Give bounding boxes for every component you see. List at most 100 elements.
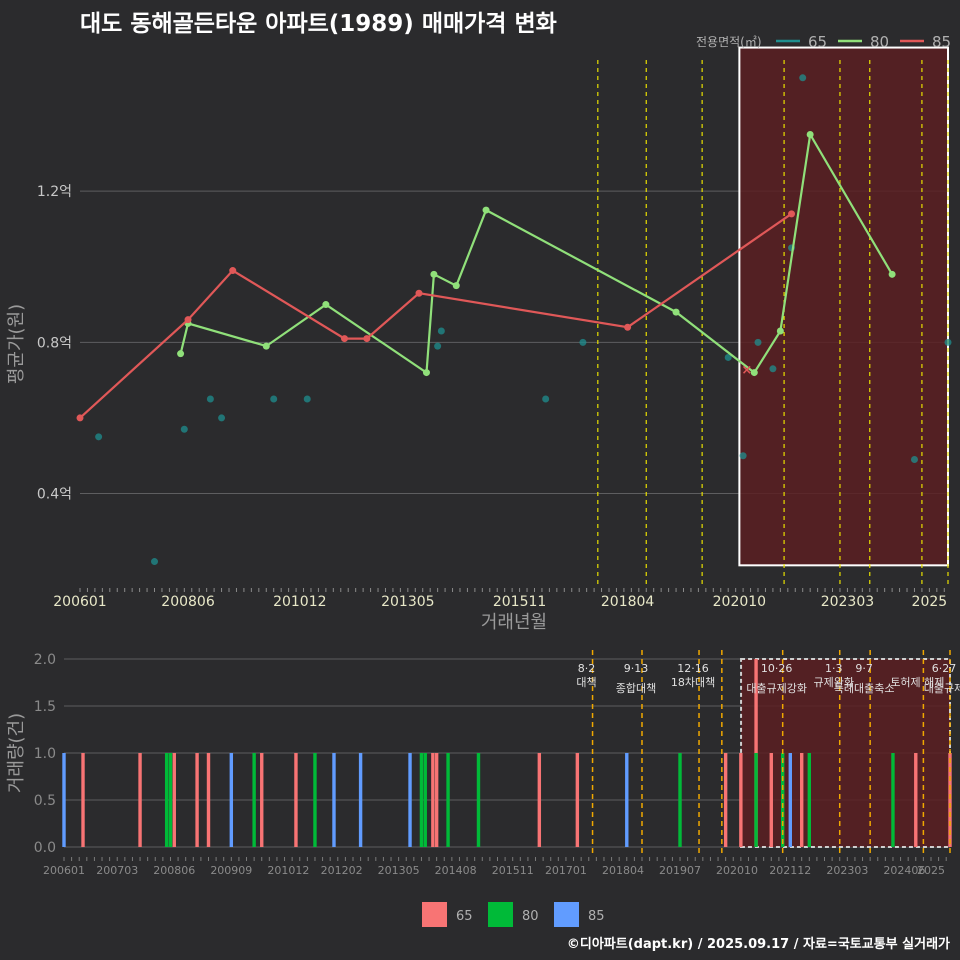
data-point-65 bbox=[270, 395, 278, 403]
legend-swatch-85 bbox=[554, 902, 579, 927]
x-tick-label: 201305 bbox=[381, 594, 434, 610]
x-tick-label: 201202 bbox=[321, 864, 363, 877]
bar-65 bbox=[206, 753, 211, 847]
bar-65 bbox=[138, 753, 142, 847]
data-point-85 bbox=[184, 316, 192, 324]
data-point-85 bbox=[788, 210, 796, 218]
y-axis-title: 평균가(원) bbox=[6, 304, 27, 384]
x-tick-label: 202010 bbox=[713, 594, 766, 610]
x-tick-label: 202112 bbox=[769, 864, 811, 877]
y-tick-label: 0.8억 bbox=[37, 335, 72, 351]
price-line-chart: 0.4억 0.8억 1.2억 × 200601 200806 201012 201305 201… bbox=[6, 33, 952, 633]
x-tick-label: 200601 bbox=[43, 864, 85, 877]
data-point-85 bbox=[624, 323, 632, 331]
bar-65 bbox=[172, 753, 176, 847]
x-tick-label: 201907 bbox=[659, 864, 701, 877]
bar-65 bbox=[195, 753, 199, 847]
y-axis-title: 거래량(건) bbox=[6, 713, 27, 793]
data-point-65 bbox=[724, 353, 732, 361]
annotation-label: 대책 bbox=[576, 676, 596, 689]
bar-65 bbox=[81, 753, 85, 847]
data-point-85 bbox=[229, 267, 237, 275]
bar-85 bbox=[332, 753, 336, 847]
bar-85 bbox=[358, 753, 363, 847]
data-point-65 bbox=[754, 338, 762, 346]
x-tick-label: 2025 bbox=[912, 594, 948, 610]
chart-title: 대도 동해골든타운 아파트(1989) 매매가격 변화 bbox=[80, 11, 557, 37]
data-point-65 bbox=[218, 414, 226, 422]
data-point-65 bbox=[769, 365, 777, 373]
bar-80 bbox=[754, 753, 758, 847]
bar-65 bbox=[723, 753, 728, 847]
bar-65 bbox=[575, 753, 580, 847]
x-tick-label: 201305 bbox=[378, 864, 420, 877]
x-tick-label: 202303 bbox=[821, 594, 874, 610]
y-tick-label: 0.4억 bbox=[37, 487, 72, 503]
bar-65 bbox=[799, 753, 804, 847]
x-tick-label: 200703 bbox=[96, 864, 138, 877]
bar-85 bbox=[408, 753, 412, 847]
x-tick-label: 200909 bbox=[210, 864, 252, 877]
legend-label-65: 65 bbox=[456, 909, 473, 924]
data-point-65 bbox=[180, 425, 188, 433]
data-point-65 bbox=[542, 395, 550, 403]
annotation-date: 6·27 bbox=[932, 662, 957, 675]
bar-80 bbox=[807, 753, 812, 847]
legend-title: 전용면적(㎡) bbox=[696, 35, 762, 49]
data-point-65 bbox=[579, 338, 587, 346]
data-point-85 bbox=[415, 289, 423, 297]
legend-label-65: 65 bbox=[808, 33, 827, 51]
bar-65 bbox=[294, 753, 298, 847]
y-tick-label: 0.0 bbox=[34, 840, 56, 856]
x-tick-label: 201511 bbox=[493, 594, 546, 610]
data-point-80 bbox=[482, 206, 490, 214]
data-point-65 bbox=[206, 395, 214, 403]
data-point-65 bbox=[303, 395, 311, 403]
bar-80 bbox=[476, 753, 481, 847]
y-tick-label: 1.5 bbox=[34, 699, 56, 715]
x-tick-label: 201408 bbox=[435, 864, 477, 877]
bar-85 bbox=[229, 753, 234, 847]
data-point-80 bbox=[262, 342, 270, 350]
annotation-label: 18차대책 bbox=[671, 676, 715, 689]
x-tick-label: 202406 bbox=[883, 864, 925, 877]
annotation-date: 8·2 bbox=[578, 662, 596, 675]
bar-80 bbox=[423, 753, 427, 847]
bar-65 bbox=[769, 753, 773, 847]
x-tick-label: 201804 bbox=[601, 594, 655, 610]
cross-marker: × bbox=[741, 363, 752, 378]
bar-80 bbox=[678, 753, 682, 847]
bar-80 bbox=[891, 753, 895, 847]
legend-swatch-65 bbox=[422, 902, 447, 927]
bar-85 bbox=[788, 753, 792, 847]
data-point-80 bbox=[430, 270, 438, 278]
x-tick-label: 200601 bbox=[53, 594, 106, 610]
data-point-80 bbox=[422, 369, 430, 377]
data-point-80 bbox=[322, 301, 330, 309]
bar-80 bbox=[780, 753, 785, 847]
bar-65 bbox=[948, 753, 952, 847]
data-point-65 bbox=[434, 342, 442, 350]
bar-80 bbox=[168, 753, 173, 847]
legend-label-85: 85 bbox=[588, 909, 605, 924]
data-point-65 bbox=[151, 558, 159, 566]
annotation-label: 대출규제강화 bbox=[746, 682, 807, 695]
bar-65 bbox=[260, 753, 264, 847]
data-point-65 bbox=[739, 452, 747, 460]
data-point-65 bbox=[799, 74, 807, 82]
y-tick-label: 1.2억 bbox=[37, 184, 72, 200]
annotation-date: 10·26 bbox=[761, 662, 793, 675]
annotation-date: 1·3 bbox=[825, 662, 843, 675]
source-footer: ©디아파트(dapt.kr) / 2025.09.17 / 자료=국토교통부 실… bbox=[566, 937, 950, 952]
bar-80 bbox=[446, 753, 450, 847]
bar-80 bbox=[252, 753, 256, 847]
bar-80 bbox=[164, 753, 169, 847]
series-line-85 bbox=[79, 212, 793, 419]
data-point-80 bbox=[672, 308, 680, 316]
bar-65 bbox=[739, 753, 743, 847]
bar-65 bbox=[914, 753, 918, 847]
data-point-80 bbox=[806, 130, 814, 138]
data-point-85 bbox=[76, 414, 84, 422]
annotation-date: 9·13 bbox=[624, 662, 649, 675]
data-point-80 bbox=[888, 270, 896, 278]
